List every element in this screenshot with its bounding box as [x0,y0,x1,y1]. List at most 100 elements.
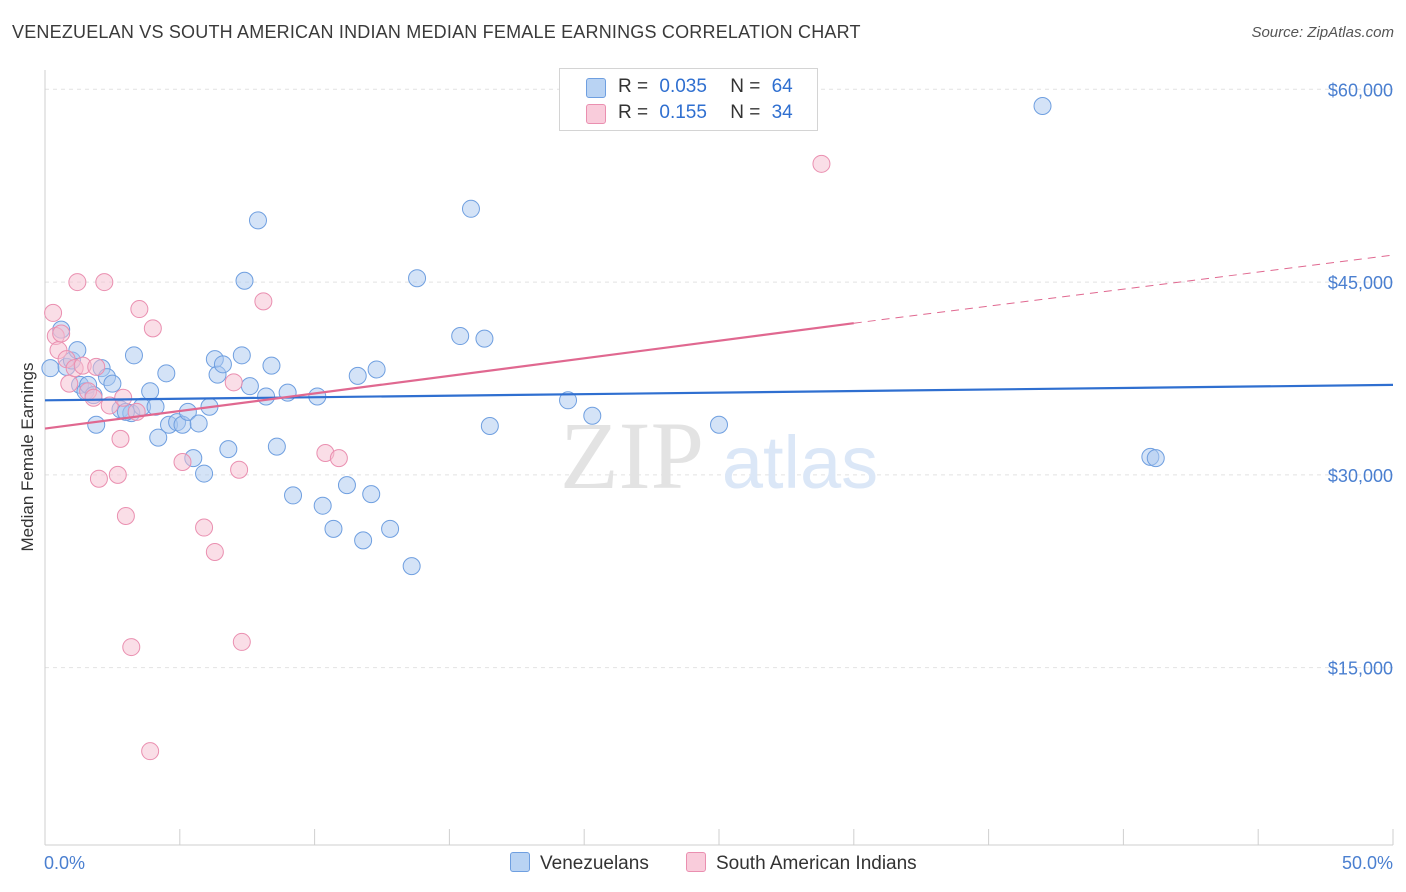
south-american-indian-point [254,292,273,311]
south-american-indian-point [52,324,71,343]
legend-r-value: 0.035 [659,76,707,97]
venezuelan-point [348,366,367,385]
south-american-indian-point [232,632,251,651]
venezuelan-point [324,519,343,538]
venezuelan-point [41,359,60,378]
south-american-indian-point [95,273,114,292]
bottom-legend-label: Venezuelans [540,853,649,874]
legend-swatch-pink [586,104,606,124]
venezuelan-point [408,269,427,288]
venezuelan-point [257,387,276,406]
legend-r-label: R = [618,76,649,97]
south-american-indian-point [812,154,831,173]
south-american-indian-point [44,303,63,322]
bottom-legend-label: South American Indians [716,853,917,874]
venezuelan-point [381,519,400,538]
venezuelan-point [337,476,356,495]
legend-r-value: 0.155 [659,102,707,123]
venezuelan-point [219,440,238,459]
south-american-indian-point [100,396,119,415]
venezuelan-trend-line [44,383,1394,402]
venezuelan-point [87,415,106,434]
bottom-legend-swatch-pink [686,852,706,872]
legend-n-label: N = [730,102,761,123]
bottom-legend-swatch-blue [510,852,530,872]
south-american-indian-trend-extension [853,254,1394,324]
chart-title: VENEZUELAN VS SOUTH AMERICAN INDIAN MEDI… [12,22,861,42]
south-american-indian-point [329,449,348,468]
venezuelan-point [354,531,373,550]
venezuelan-point [362,485,381,504]
bottom-legend-south-american-indians: South American Indians [686,852,917,875]
venezuelan-point [141,382,160,401]
south-american-indian-point [224,373,243,392]
data-points [41,96,1165,761]
y-tick-label: $15,000 [1328,659,1393,679]
venezuelan-point [195,464,214,483]
venezuelan-point [402,557,421,576]
y-axis-label: Median Female Earnings [18,363,37,552]
venezuelan-point [189,414,208,433]
watermark: ZIP atlas [560,402,878,509]
legend-swatch-blue [586,78,606,98]
venezuelan-point [313,496,332,515]
legend-r-label: R = [618,102,649,123]
x-tick-label-max: 50.0% [1342,853,1393,873]
legend-n-value: 64 [771,76,793,97]
venezuelan-point [235,271,254,290]
south-american-indian-point [89,469,108,488]
legend-n-label: N = [730,76,761,97]
south-american-indian-point [87,357,106,376]
bottom-legend-venezuelans: Venezuelans [510,852,649,875]
stats-legend: R = 0.035 N = 64 R = 0.155 N = 34 [559,68,818,131]
source-label: Source: ZipAtlas.com [1251,24,1394,41]
venezuelan-point [559,391,578,410]
south-american-indian-point [68,273,87,292]
venezuelan-point [583,406,602,425]
trend-lines [44,254,1394,430]
venezuelan-point [124,346,143,365]
grid-lines [45,88,1393,669]
venezuelan-point [461,199,480,218]
watermark-zip: ZIP [560,402,704,509]
venezuelan-point [248,211,267,230]
south-american-indian-point [195,518,214,537]
venezuelan-point [1033,96,1052,115]
south-american-indian-trend-line [44,322,854,430]
south-american-indian-point [116,506,135,525]
venezuelan-point [475,329,494,348]
venezuelan-point [262,356,281,375]
south-american-indian-point [111,429,130,448]
watermark-atlas: atlas [722,421,878,504]
x-tick-label-min: 0.0% [44,853,85,873]
venezuelan-point [451,327,470,346]
south-american-indian-point [114,388,133,407]
south-american-indian-point [122,638,141,657]
venezuelan-point [213,355,232,374]
south-american-indian-point [173,452,192,471]
venezuelan-point [267,437,286,456]
south-american-indian-point [108,465,127,484]
axes [44,70,1394,846]
south-american-indian-point [60,374,79,393]
venezuelan-point [149,428,168,447]
venezuelan-point [232,346,251,365]
venezuelan-point [103,374,122,393]
south-american-indian-point [143,319,162,338]
south-american-indian-point [205,542,224,561]
y-tick-label: $30,000 [1328,466,1393,486]
venezuelan-point [480,417,499,436]
venezuelan-point [240,377,259,396]
venezuelan-point [710,415,728,434]
legend-n-value: 34 [771,102,793,123]
venezuelan-point [1146,449,1165,468]
venezuelan-point [157,364,176,383]
venezuelan-point [284,486,303,505]
venezuelan-point [367,360,386,379]
south-american-indian-point [130,300,149,319]
y-tick-labels: $15,000 $30,000 $45,000 $60,000 [1328,80,1393,678]
south-american-indian-point [230,460,249,479]
south-american-indian-point [84,388,103,407]
y-tick-label: $60,000 [1328,80,1393,100]
